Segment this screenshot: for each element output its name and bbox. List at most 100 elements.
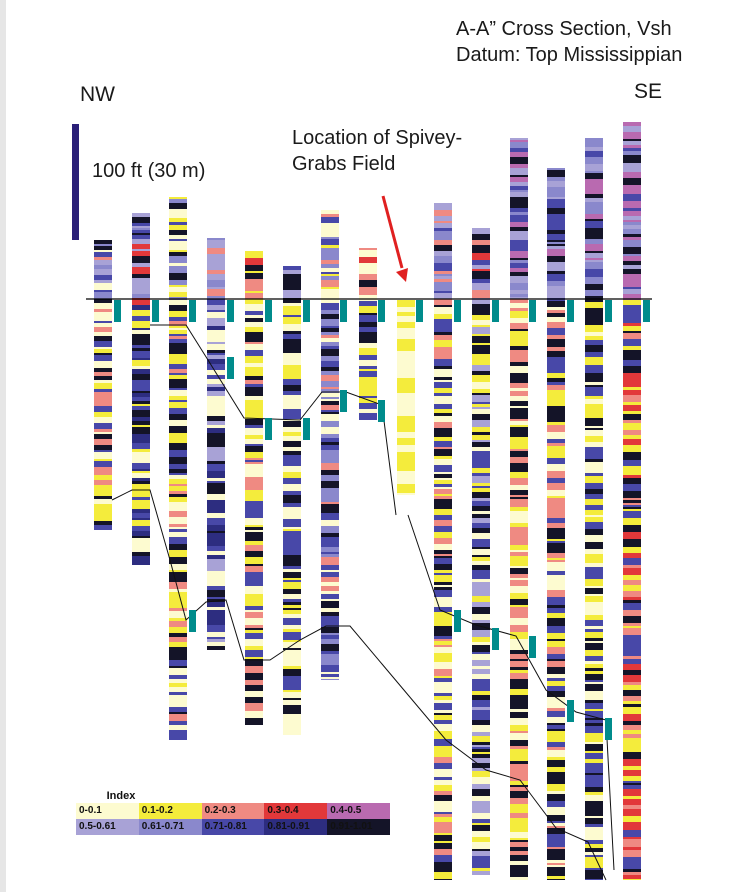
well-logs [94, 122, 641, 880]
well-log-band [207, 450, 225, 455]
well-log-band [207, 355, 225, 359]
formation-marker [227, 357, 234, 379]
well-log-band [169, 570, 187, 572]
well-log-band [472, 414, 490, 420]
well-log-band [321, 412, 339, 414]
well-log-band [472, 476, 490, 483]
well-log-band [283, 519, 301, 525]
well-log-band [321, 248, 339, 255]
well-log-band [585, 214, 603, 216]
well-log-band [623, 580, 641, 585]
well-log-band [169, 618, 187, 621]
well-log-band [169, 709, 187, 712]
well-log-band [359, 332, 377, 337]
well-log-band [623, 305, 641, 308]
well-log-band [434, 772, 452, 777]
well-log-band [510, 721, 528, 723]
well-log-band [434, 271, 452, 274]
well-log-band [169, 266, 187, 273]
well-log-band [585, 861, 603, 868]
well-log-band [207, 540, 225, 546]
well-log-band [547, 256, 565, 262]
well-log-band [132, 463, 150, 469]
well-log-band [321, 633, 339, 635]
well-log-band [169, 725, 187, 730]
well-log-band [472, 642, 490, 645]
well-log-band [132, 369, 150, 374]
well-log-band [510, 346, 528, 350]
well-log-band [472, 253, 490, 260]
well-log-band [132, 502, 150, 509]
well-log-band [132, 267, 150, 274]
well-log-band [132, 235, 150, 239]
well-log-band [510, 847, 528, 851]
well-log-band [547, 849, 565, 855]
well-log-band [585, 870, 603, 872]
well-log-band [169, 608, 187, 611]
well-log-band [434, 499, 452, 503]
well-log-band [547, 170, 565, 177]
well-log-band [547, 605, 565, 608]
well-log-band [283, 495, 301, 501]
well-log-band [623, 523, 641, 525]
well-log-band [547, 731, 565, 738]
well-log-band [321, 326, 339, 328]
well-log-band [169, 679, 187, 683]
well-log-band [283, 569, 301, 572]
well-log-band [472, 679, 490, 686]
well-log-band [623, 172, 641, 178]
well-log-band [547, 181, 565, 187]
well-log-band [169, 410, 187, 414]
well-log-band [434, 223, 452, 228]
well-log-band [434, 676, 452, 678]
well-log-band [547, 439, 565, 443]
well-log-band [585, 680, 603, 682]
well-log-band [434, 568, 452, 570]
well-log-band [585, 818, 603, 824]
legend-item: 0.2-0.3 [201, 803, 265, 819]
well-log-band [207, 344, 225, 350]
well-log-band [585, 759, 603, 761]
well-log-band [359, 295, 377, 301]
well-log-band [283, 395, 301, 397]
well-log-band [283, 669, 301, 676]
formation-marker [303, 300, 310, 322]
well-log-band [472, 365, 490, 371]
well-log-band [585, 311, 603, 318]
well-log-band [94, 355, 112, 361]
well-log-band [207, 433, 225, 439]
well-log-band [207, 396, 225, 399]
well-log-band [207, 546, 225, 551]
well-log-band [585, 157, 603, 164]
well-log-band [132, 278, 150, 284]
well-log-band [132, 328, 150, 330]
well-log-band [547, 410, 565, 416]
well-log-band [132, 481, 150, 484]
well-log-band [434, 570, 452, 573]
well-log-band [510, 644, 528, 648]
well-log-band [585, 426, 603, 428]
well-log-band [283, 712, 301, 714]
well-log-band [245, 350, 263, 356]
well-log-band [623, 759, 641, 766]
well-log-band [321, 217, 339, 223]
well-log-band [472, 727, 490, 732]
well-log-band [169, 647, 187, 653]
well-log-band [321, 542, 339, 547]
well-log-band [585, 251, 603, 253]
well-log-band [207, 439, 225, 445]
well-log-band [434, 619, 452, 626]
well-log-band [132, 228, 150, 230]
well-log-band [510, 148, 528, 152]
well-log-band [547, 874, 565, 876]
well-log-band [510, 618, 528, 625]
well-log-band [94, 517, 112, 521]
well-log-band [547, 498, 565, 505]
well-log-band [283, 635, 301, 640]
well-log-band [245, 315, 263, 318]
well-log-band [434, 293, 452, 299]
well-log-band [397, 347, 415, 351]
well-log-band [321, 627, 339, 633]
well-log-band [321, 349, 339, 351]
well-log-band [623, 339, 641, 346]
